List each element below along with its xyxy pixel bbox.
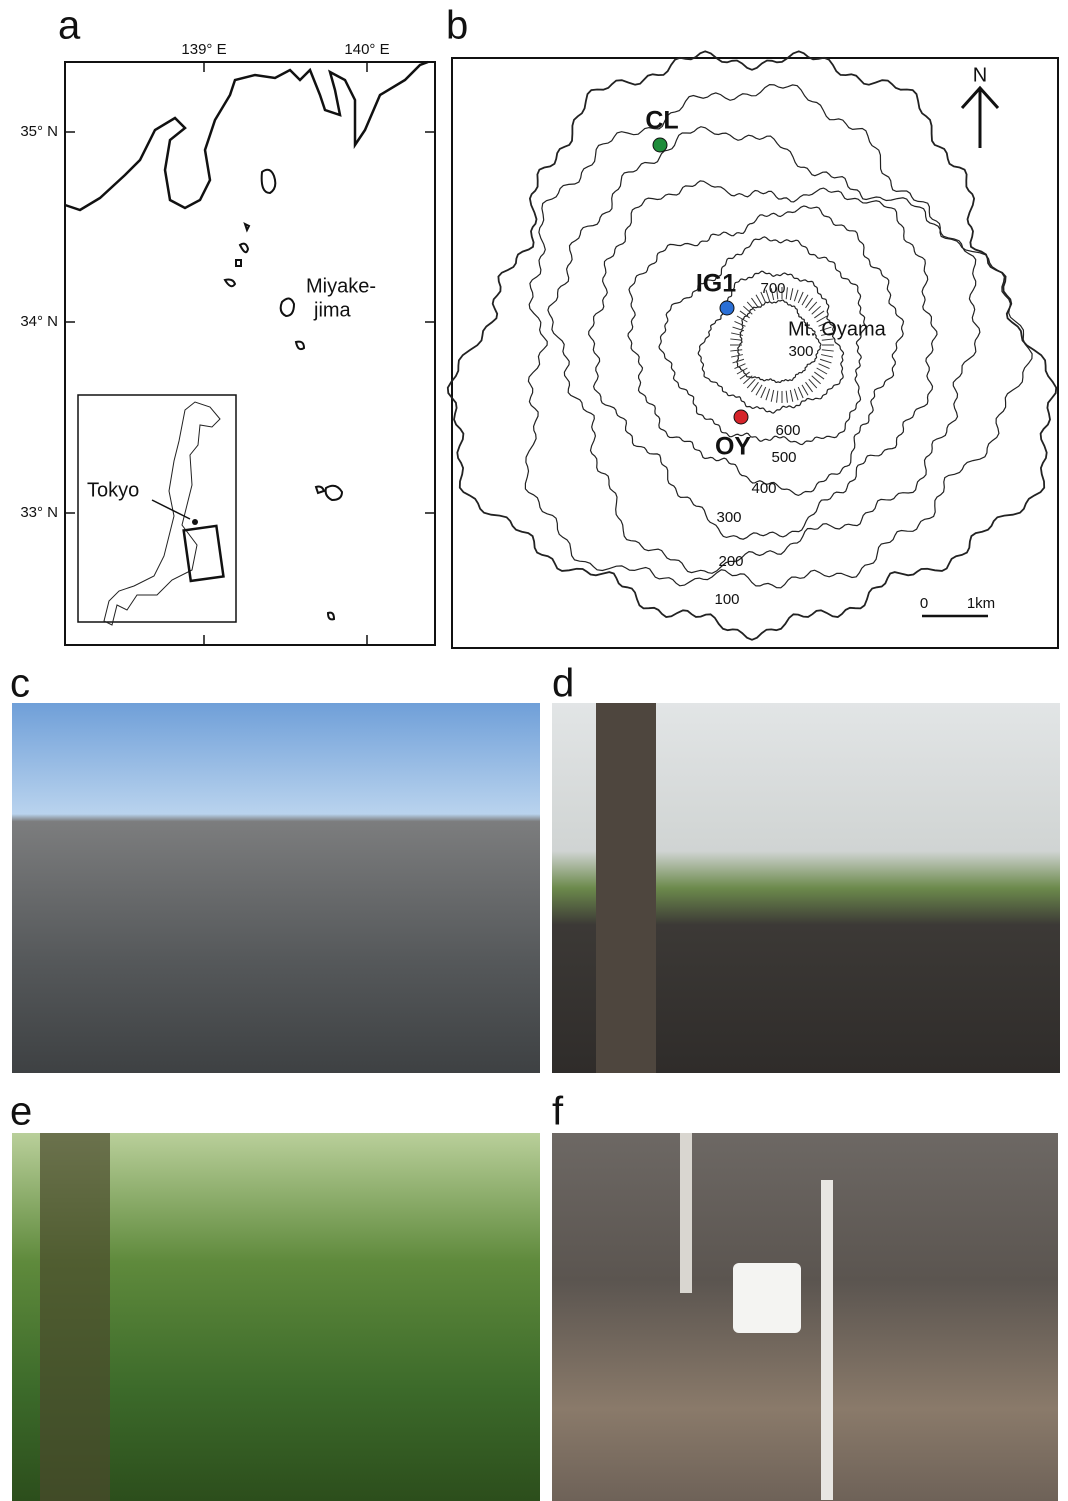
- photo-f-shield: [733, 1263, 801, 1333]
- island-label: Miyake-: [306, 275, 376, 297]
- photo-e-trunk: [40, 1133, 110, 1501]
- lat-label: 33° N: [20, 504, 58, 521]
- lat-label: 34° N: [20, 313, 58, 330]
- site-marker: [720, 301, 734, 315]
- contour-label: 600: [775, 422, 800, 439]
- map-frame: [452, 58, 1058, 648]
- tokyo-dot: [192, 519, 198, 525]
- panel-label: d: [552, 662, 574, 706]
- photo-f: [552, 1133, 1058, 1501]
- figure-canvas: a b c d e f 139° E 140° E 35° N 34° N 33° N Miyake-…: [0, 0, 1068, 1501]
- north-label: N: [973, 64, 987, 86]
- photo-c: [12, 703, 540, 1073]
- panel-label: e: [10, 1090, 32, 1134]
- panel-label: f: [552, 1090, 564, 1134]
- panel-label: c: [10, 662, 30, 706]
- site-label: IG1: [696, 270, 736, 298]
- photo-f-pole: [680, 1133, 692, 1293]
- peak-label: Mt. Oyama: [788, 318, 887, 340]
- contour-label: 400: [751, 480, 776, 497]
- panel-label: a: [58, 4, 81, 48]
- island-label: jima: [313, 299, 352, 321]
- lon-label: 139° E: [181, 41, 226, 58]
- figure: a b c d e f 139° E 140° E 35° N 34° N 33° N Miyake-…: [0, 0, 1068, 1501]
- photo-d-trunk: [596, 703, 656, 1073]
- panel-label: b: [446, 4, 468, 48]
- inset-label: Tokyo: [87, 479, 139, 501]
- lon-label: 140° E: [344, 41, 389, 58]
- contour-label: 500: [771, 449, 796, 466]
- contour-label: 200: [718, 553, 743, 570]
- inset-frame: [78, 395, 236, 622]
- scale-label: 0: [920, 595, 928, 612]
- contour-label: 300: [788, 343, 813, 360]
- contour-label: 700: [760, 280, 785, 297]
- site-label: CL: [645, 107, 678, 135]
- site-marker: [653, 138, 667, 152]
- site-label: OY: [715, 433, 751, 461]
- scale-label: 1km: [967, 595, 995, 612]
- site-marker: [734, 410, 748, 424]
- photo-f-pole: [821, 1180, 833, 1500]
- contour-label: 100: [714, 591, 739, 608]
- lat-label: 35° N: [20, 123, 58, 140]
- contour-label: 300: [716, 509, 741, 526]
